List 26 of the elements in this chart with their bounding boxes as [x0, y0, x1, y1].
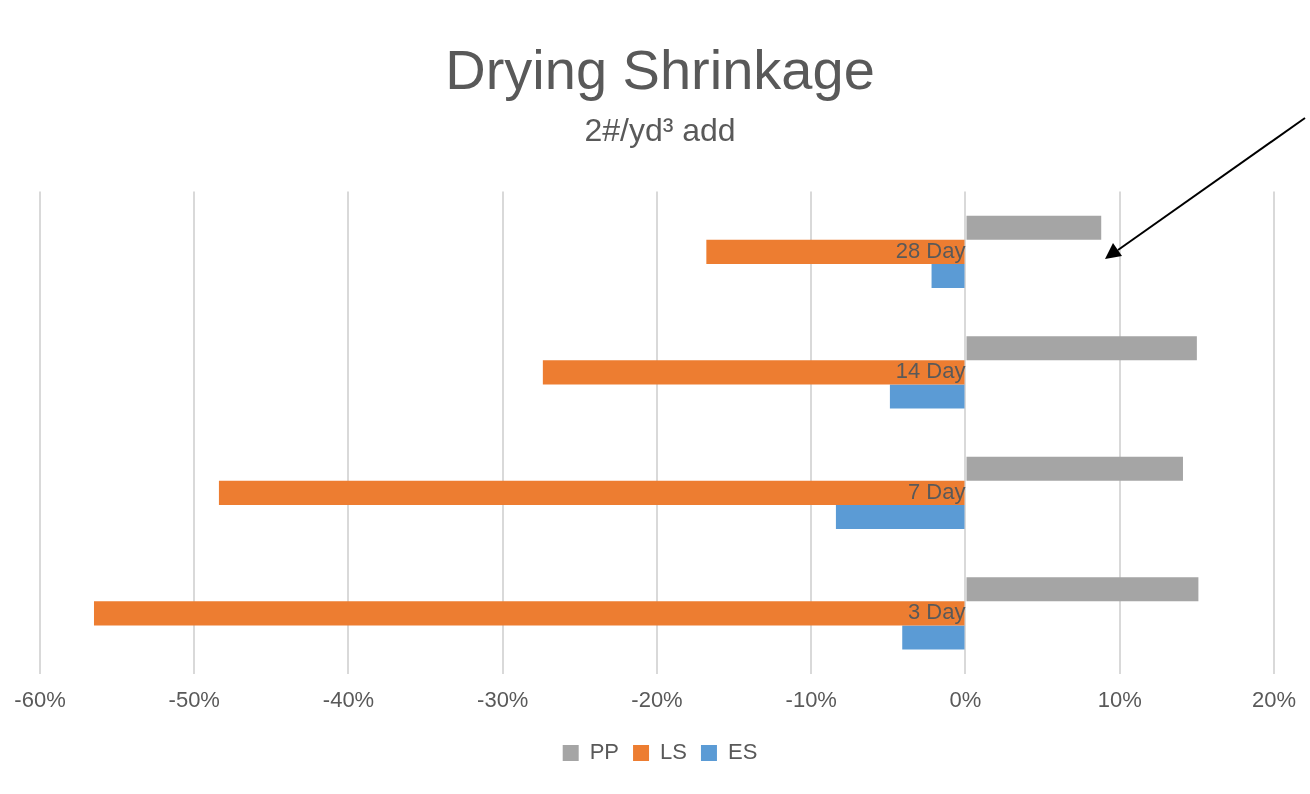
bar [966, 336, 1197, 361]
legend-label: ES [727, 739, 758, 765]
bar [966, 577, 1199, 602]
bar [706, 239, 965, 264]
chart-title: Drying Shrinkage [445, 38, 875, 102]
x-tick-label: 20% [1251, 686, 1297, 712]
x-tick-label: -30% [477, 686, 529, 712]
x-tick-label: 10% [1097, 686, 1142, 712]
bar [966, 456, 1183, 481]
legend-label: LS [660, 739, 687, 765]
bar [218, 480, 965, 505]
bar [966, 215, 1102, 240]
x-tick-label: -20% [631, 686, 683, 712]
bar [931, 263, 965, 288]
bar [889, 384, 965, 409]
x-tick-label: -40% [322, 686, 375, 712]
bar [835, 504, 965, 529]
bar [93, 601, 965, 626]
chart-subtitle: 2#/yd³ add [584, 112, 736, 149]
legend-label: PP [589, 739, 620, 765]
x-tick-label: -60% [14, 686, 66, 712]
x-tick-label: 0% [949, 686, 982, 712]
bar [902, 625, 965, 650]
x-tick-label: -10% [785, 686, 837, 712]
x-tick-label: -50% [168, 686, 220, 712]
bar [542, 360, 965, 385]
